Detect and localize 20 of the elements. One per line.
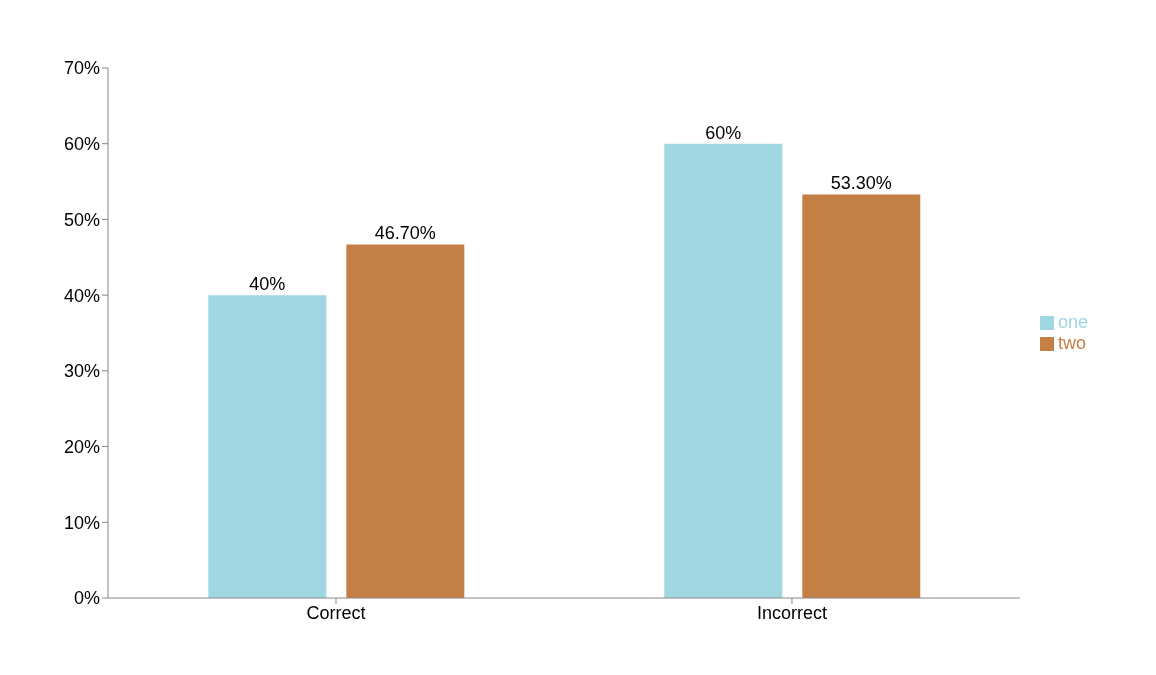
legend-label: one — [1057, 312, 1088, 332]
bar — [664, 143, 783, 598]
data-label: 40% — [249, 274, 286, 295]
y-tick-label: 10% — [63, 512, 100, 533]
y-tick-label: 50% — [63, 209, 100, 230]
data-label: 53.30% — [830, 173, 892, 194]
y-tick-label: 40% — [63, 285, 100, 306]
legend-label: two — [1057, 333, 1086, 353]
x-tick-label: Incorrect — [756, 602, 827, 623]
y-tick-label: 0% — [73, 588, 100, 609]
y-tick-label: 70% — [63, 58, 100, 79]
data-label: 46.70% — [374, 223, 436, 244]
y-tick-label: 20% — [63, 436, 100, 457]
bar — [802, 194, 921, 598]
bar — [346, 244, 465, 598]
data-label: 60% — [705, 122, 742, 143]
bar — [208, 295, 327, 598]
y-tick-label: 60% — [63, 134, 100, 155]
x-tick-label: Correct — [306, 602, 366, 623]
y-tick-label: 30% — [63, 361, 100, 382]
